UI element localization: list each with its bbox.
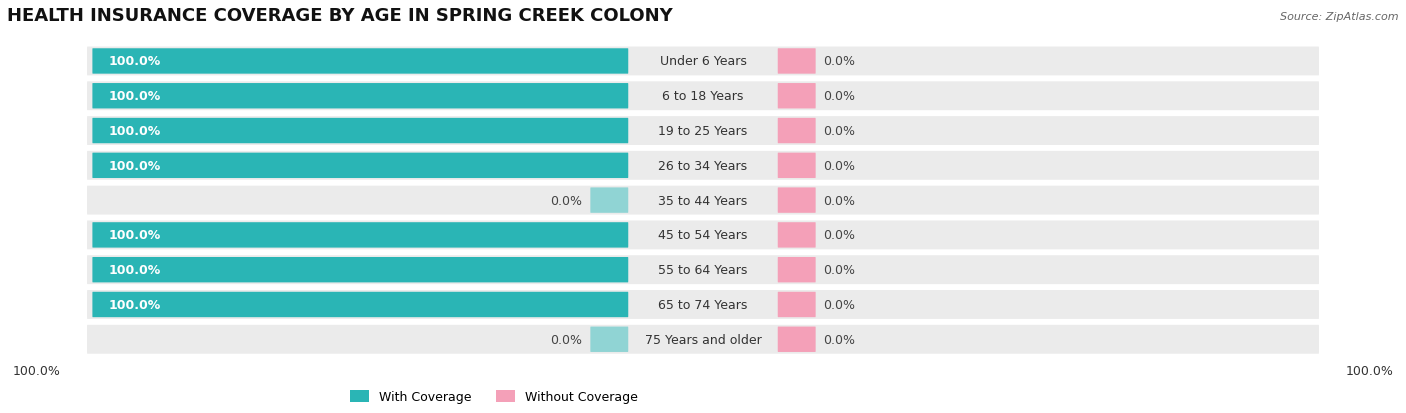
FancyBboxPatch shape: [93, 49, 628, 74]
FancyBboxPatch shape: [93, 292, 628, 318]
Text: 19 to 25 Years: 19 to 25 Years: [658, 125, 748, 138]
FancyBboxPatch shape: [87, 47, 1319, 76]
Text: 55 to 64 Years: 55 to 64 Years: [658, 263, 748, 277]
Text: 100.0%: 100.0%: [108, 55, 160, 68]
FancyBboxPatch shape: [778, 119, 815, 144]
FancyBboxPatch shape: [778, 223, 815, 248]
FancyBboxPatch shape: [93, 84, 628, 109]
FancyBboxPatch shape: [87, 82, 1319, 111]
Text: 100.0%: 100.0%: [108, 229, 160, 242]
FancyBboxPatch shape: [778, 84, 815, 109]
Text: 6 to 18 Years: 6 to 18 Years: [662, 90, 744, 103]
FancyBboxPatch shape: [87, 290, 1319, 319]
FancyBboxPatch shape: [778, 188, 815, 213]
FancyBboxPatch shape: [87, 325, 1319, 354]
FancyBboxPatch shape: [87, 186, 1319, 215]
Text: Under 6 Years: Under 6 Years: [659, 55, 747, 68]
FancyBboxPatch shape: [778, 327, 815, 352]
Legend: With Coverage, Without Coverage: With Coverage, Without Coverage: [346, 385, 643, 408]
Text: 0.0%: 0.0%: [824, 159, 855, 172]
FancyBboxPatch shape: [93, 119, 628, 144]
FancyBboxPatch shape: [591, 188, 628, 213]
Text: 0.0%: 0.0%: [824, 229, 855, 242]
FancyBboxPatch shape: [93, 223, 628, 248]
Text: 100.0%: 100.0%: [108, 159, 160, 172]
Text: 100.0%: 100.0%: [108, 90, 160, 103]
FancyBboxPatch shape: [87, 221, 1319, 250]
Text: 0.0%: 0.0%: [824, 55, 855, 68]
FancyBboxPatch shape: [93, 153, 628, 178]
Text: 100.0%: 100.0%: [13, 364, 60, 377]
Text: 0.0%: 0.0%: [824, 125, 855, 138]
FancyBboxPatch shape: [87, 152, 1319, 180]
Text: 0.0%: 0.0%: [824, 263, 855, 277]
FancyBboxPatch shape: [93, 257, 628, 283]
Text: 100.0%: 100.0%: [108, 298, 160, 311]
Text: 0.0%: 0.0%: [824, 90, 855, 103]
FancyBboxPatch shape: [87, 117, 1319, 146]
Text: 35 to 44 Years: 35 to 44 Years: [658, 194, 748, 207]
Text: 65 to 74 Years: 65 to 74 Years: [658, 298, 748, 311]
Text: 0.0%: 0.0%: [551, 333, 582, 346]
Text: HEALTH INSURANCE COVERAGE BY AGE IN SPRING CREEK COLONY: HEALTH INSURANCE COVERAGE BY AGE IN SPRI…: [7, 7, 672, 25]
Text: 0.0%: 0.0%: [824, 194, 855, 207]
FancyBboxPatch shape: [591, 327, 628, 352]
Text: 45 to 54 Years: 45 to 54 Years: [658, 229, 748, 242]
Text: 0.0%: 0.0%: [551, 194, 582, 207]
Text: 26 to 34 Years: 26 to 34 Years: [658, 159, 748, 172]
Text: 100.0%: 100.0%: [1346, 364, 1393, 377]
Text: 0.0%: 0.0%: [824, 333, 855, 346]
Text: 75 Years and older: 75 Years and older: [644, 333, 762, 346]
FancyBboxPatch shape: [778, 292, 815, 318]
Text: Source: ZipAtlas.com: Source: ZipAtlas.com: [1281, 12, 1399, 22]
Text: 100.0%: 100.0%: [108, 263, 160, 277]
FancyBboxPatch shape: [87, 256, 1319, 285]
FancyBboxPatch shape: [778, 153, 815, 178]
FancyBboxPatch shape: [778, 49, 815, 74]
FancyBboxPatch shape: [778, 257, 815, 283]
Text: 100.0%: 100.0%: [108, 125, 160, 138]
Text: 0.0%: 0.0%: [824, 298, 855, 311]
